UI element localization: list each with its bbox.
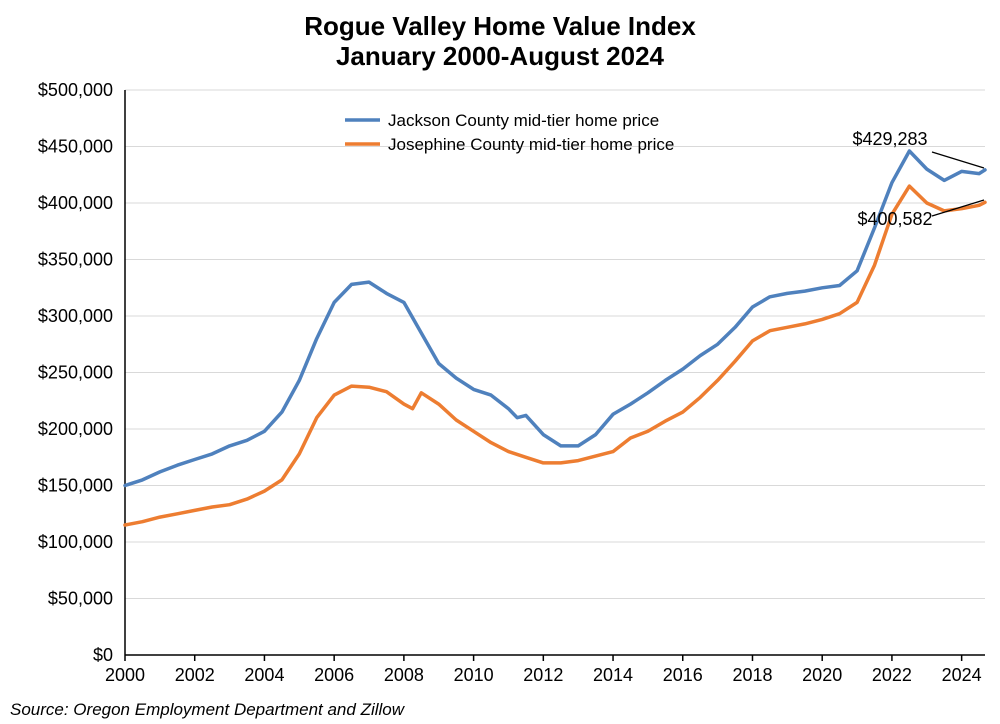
x-axis-label: 2018	[732, 665, 772, 685]
series-end-label-0: $429,283	[852, 129, 927, 149]
x-axis-label: 2010	[454, 665, 494, 685]
x-axis-label: 2016	[663, 665, 703, 685]
x-axis-label: 2000	[105, 665, 145, 685]
x-axis-label: 2012	[523, 665, 563, 685]
x-axis-label: 2014	[593, 665, 633, 685]
x-axis-label: 2020	[802, 665, 842, 685]
y-axis-label: $450,000	[38, 137, 113, 157]
x-axis-label: 2002	[175, 665, 215, 685]
x-axis-label: 2008	[384, 665, 424, 685]
chart-title-line2: January 2000-August 2024	[336, 41, 665, 71]
series-end-label-1: $400,582	[857, 209, 932, 229]
x-axis-label: 2022	[872, 665, 912, 685]
y-axis-label: $300,000	[38, 306, 113, 326]
x-axis-label: 2004	[244, 665, 284, 685]
y-axis-label: $400,000	[38, 193, 113, 213]
legend-label: Josephine County mid-tier home price	[388, 135, 674, 154]
x-axis-label: 2006	[314, 665, 354, 685]
y-axis-label: $200,000	[38, 419, 113, 439]
chart-title-line1: Rogue Valley Home Value Index	[304, 11, 696, 41]
series-line-1	[125, 186, 985, 525]
y-axis-label: $100,000	[38, 532, 113, 552]
y-axis-label: $350,000	[38, 250, 113, 270]
line-chart: Rogue Valley Home Value IndexJanuary 200…	[0, 0, 1000, 724]
legend-label: Jackson County mid-tier home price	[388, 111, 659, 130]
annotation-leader	[932, 152, 984, 168]
source-note: Source: Oregon Employment Department and…	[10, 700, 404, 720]
y-axis-label: $150,000	[38, 476, 113, 496]
y-axis-label: $50,000	[48, 589, 113, 609]
chart-container: Rogue Valley Home Value IndexJanuary 200…	[0, 0, 1000, 724]
y-axis-label: $500,000	[38, 80, 113, 100]
x-axis-label: 2024	[942, 665, 982, 685]
y-axis-label: $0	[93, 645, 113, 665]
series-line-0	[125, 151, 985, 486]
y-axis-label: $250,000	[38, 363, 113, 383]
